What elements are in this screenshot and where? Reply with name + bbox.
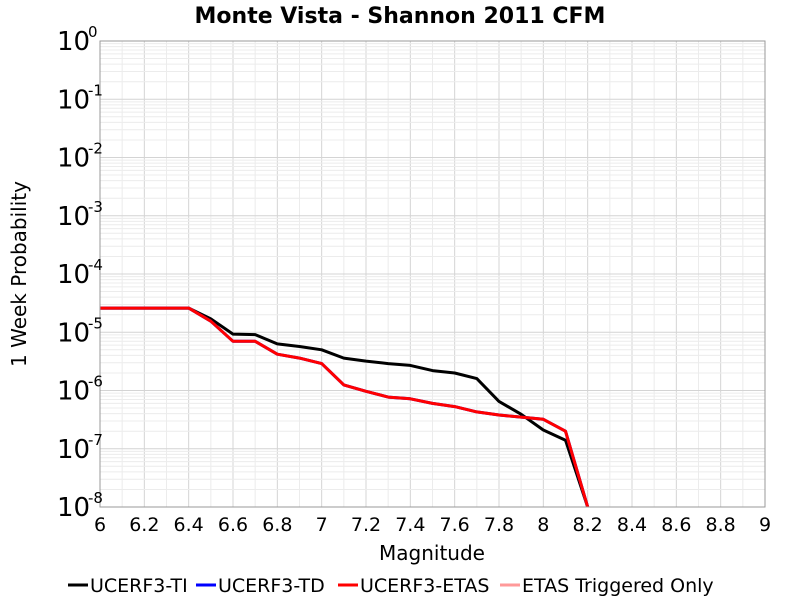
x-tick-label: 8.2 [573,514,603,536]
series-line-2 [100,306,590,508]
y-tick-exponent: 0 [88,23,98,41]
y-tick-exponent: -2 [88,140,103,158]
x-tick-label: 7.2 [351,514,381,536]
x-tick-label: 8.8 [706,514,736,536]
legend-item: UCERF3-TI [68,575,188,597]
legend: UCERF3-TI UCERF3-TD UCERF3-ETAS ETAS Trigge… [68,575,714,597]
y-tick-label: 10-7 [57,431,103,465]
y-tick-label: 10-3 [57,198,103,232]
legend-label: UCERF3-TI [90,575,188,597]
y-tick-label: 10-2 [57,140,103,174]
plot-frame [99,40,766,508]
legend-label: UCERF3-TD [218,575,325,597]
x-tick-label: 6.8 [262,514,292,536]
y-axis-label: 1 Week Probability [7,181,31,367]
y-tick-exponent: -3 [88,198,103,216]
y-tick-label: 10-4 [57,256,103,290]
x-tick-label: 6.4 [174,514,204,536]
y-tick-label: 10-1 [57,81,103,115]
legend-label: ETAS Triggered Only [522,575,714,597]
y-tick-base: 10 [57,27,90,57]
y-tick-base: 10 [57,377,90,407]
x-tick-label: 9 [759,514,771,536]
y-tick-exponent: -8 [88,489,103,507]
x-tick-label: 7.4 [395,514,425,536]
x-axis-ticks: 6 6.2 6.4 6.6 6.8 7 7.2 7.4 7.6 7.8 8 8.2 8.4 8.6 8.8 9 [94,514,771,536]
x-tick-label: 8.4 [617,514,647,536]
y-tick-label: 10-8 [57,489,103,523]
x-tick-label: 6.6 [218,514,248,536]
legend-item: ETAS Triggered Only [500,575,714,597]
y-tick-base: 10 [57,493,90,523]
y-tick-label: 10-6 [57,373,103,407]
x-tick-label: 8 [537,514,549,536]
y-tick-label: 10-5 [57,314,103,348]
y-tick-exponent: -6 [88,373,103,391]
y-tick-exponent: -1 [88,81,103,99]
chart-title: Monte Vista - Shannon 2011 CFM [195,4,606,29]
y-tick-exponent: -7 [88,431,103,449]
series-lines [100,306,590,508]
grid [99,41,766,508]
x-tick-label: 7.8 [484,514,514,536]
y-tick-base: 10 [57,318,90,348]
y-tick-base: 10 [57,202,90,232]
legend-item: UCERF3-TD [196,575,325,597]
legend-label: UCERF3-ETAS [360,575,489,597]
x-tick-label: 8.6 [661,514,691,536]
y-tick-base: 10 [57,435,90,465]
x-tick-label: 6 [94,514,106,536]
y-tick-exponent: -4 [88,256,103,274]
x-tick-label: 6.2 [129,514,159,536]
y-tick-exponent: -5 [88,314,103,332]
y-tick-base: 10 [57,144,90,174]
x-axis-label: Magnitude [379,541,485,565]
y-tick-label: 100 [57,23,98,57]
x-tick-label: 7.6 [440,514,470,536]
x-tick-label: 7 [316,514,328,536]
legend-item: UCERF3-ETAS [338,575,489,597]
y-tick-base: 10 [57,260,90,290]
y-tick-base: 10 [57,85,90,115]
